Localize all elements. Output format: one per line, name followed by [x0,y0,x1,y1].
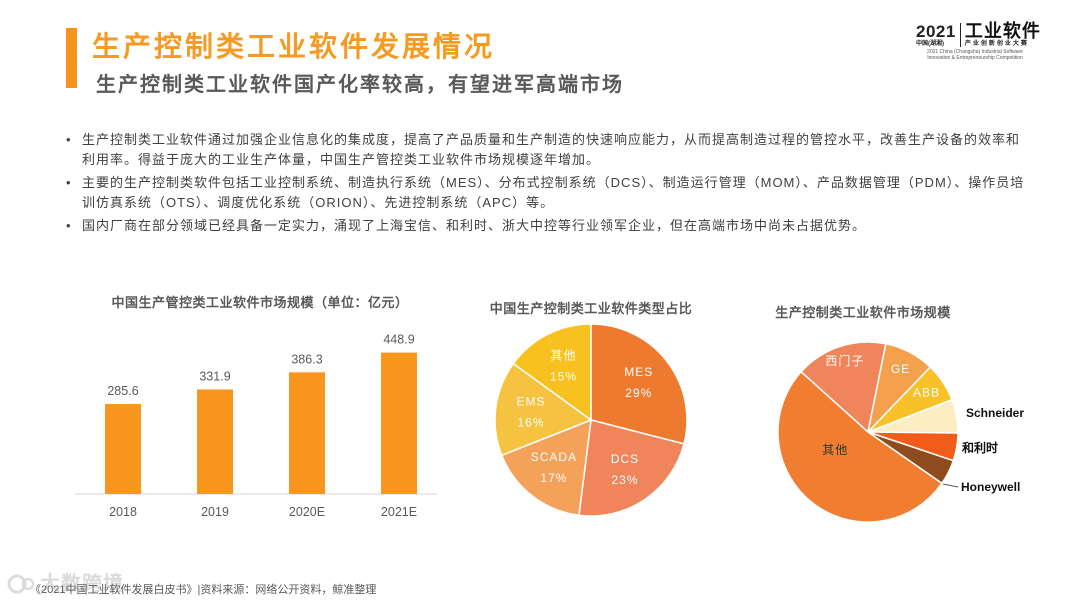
title-accent-bar [66,28,77,88]
bar-value-label: 448.9 [383,333,414,347]
pie-slice-value: 15% [550,369,577,383]
pie-slice [590,323,688,445]
bar [197,389,233,494]
pie-slice-label: MES [624,365,653,379]
logo-right: 工业软件 产业创新创业大赛 [965,22,1041,48]
bar-value-label: 331.9 [199,369,230,383]
pie-slice-value: 16% [517,416,544,430]
bullet-item: 主要的生产控制类软件包括工业控制系统、制造执行系统（MES）、分布式控制系统（D… [64,173,1032,213]
x-tick-label: 2020E [289,505,325,519]
logo-english: 2021 China (Changsha) Industrial Softwar… [927,49,1023,61]
bar-value-label: 386.3 [291,352,322,366]
logo-left: 2021 中国(湖湘) [916,22,956,48]
bar-value-label: 285.6 [107,384,138,398]
logo-name: 工业软件 [964,21,1041,41]
pie-slice-label: Honeywell [961,480,1020,494]
pie-slice-value: 17% [540,471,567,485]
source-footer: 《2021中国工业软件发展白皮书》|资料来源：网络公开资料，鲸准整理 [30,584,377,596]
pie-slice-label: Schneider [966,406,1024,420]
vendor-pie-chart-title: 生产控制类工业软件市场规模 [775,305,951,320]
bar [105,404,141,494]
page-title: 生产控制类工业软件发展情况 [92,31,496,62]
x-tick-label: 2021E [381,505,417,519]
logo-year: 2021 [916,22,956,41]
pie-slice [777,370,943,523]
pie-slice-label: SCADA [531,450,577,464]
bullet-item: 生产控制类工业软件通过加强企业信息化的集成度，提高了产品质量和生产制造的快速响应… [64,130,1032,170]
bar-chart-title: 中国生产管控类工业软件市场规模（单位：亿元） [111,295,409,310]
bar [381,352,417,494]
pie-slice-label: EMS [516,395,545,409]
logo-region: 中国(湖湘) [916,41,944,47]
event-logo: 2021 中国(湖湘) 工业软件 产业创新创业大赛 2021 China (Ch… [916,22,1044,62]
pie-slice [800,341,887,434]
pie-slice-label: 西门子 [825,353,864,368]
pie-slice-value: 23% [611,473,638,487]
pie-slice [578,419,685,517]
bullet-list: 生产控制类工业软件通过加强企业信息化的集成度，提高了产品质量和生产制造的快速响应… [64,130,1032,239]
bar-chart: 285.6 2018 331.9 2019 386.3 2020E 448.9 2021E [75,333,437,519]
pie-slice-value: 29% [625,386,652,400]
x-tick-label: 2018 [109,505,137,519]
label-leader-line [942,483,959,488]
pie-slice-label: 其他 [551,348,577,362]
pie-slice-label: 其他 [822,443,848,457]
logo-top-row: 2021 中国(湖湘) 工业软件 产业创新创业大赛 [916,22,1044,48]
type-pie-chart: MES 29% DCS 23% SCADA 17% EMS 16% 其他 15% [494,323,688,517]
type-pie-chart-title: 中国生产控制类工业软件类型占比 [489,301,693,316]
bullet-item: 国内厂商在部分领域已经具备一定实力，涌现了上海宝信、和利时、浙大中控等行业领军企… [64,216,1032,236]
pie-slice-label: GE [891,362,910,376]
x-tick-label: 2019 [201,505,229,519]
logo-divider [959,23,961,47]
bar [289,372,325,494]
pie-slice-label: 和利时 [961,440,998,455]
page-subtitle: 生产控制类工业软件国产化率较高，有望进军高端市场 [96,74,624,96]
pie-slice [500,418,592,517]
logo-event: 产业创新创业大赛 [964,41,1029,47]
pie-slice-label: DCS [611,452,639,466]
watermark: 大数跨境 [6,572,124,596]
pie-slice [512,323,592,422]
watermark-icon [7,574,35,594]
watermark-text: 大数跨境 [40,573,124,595]
pie-slice [494,362,593,457]
pie-slice-label: ABB [913,385,940,399]
